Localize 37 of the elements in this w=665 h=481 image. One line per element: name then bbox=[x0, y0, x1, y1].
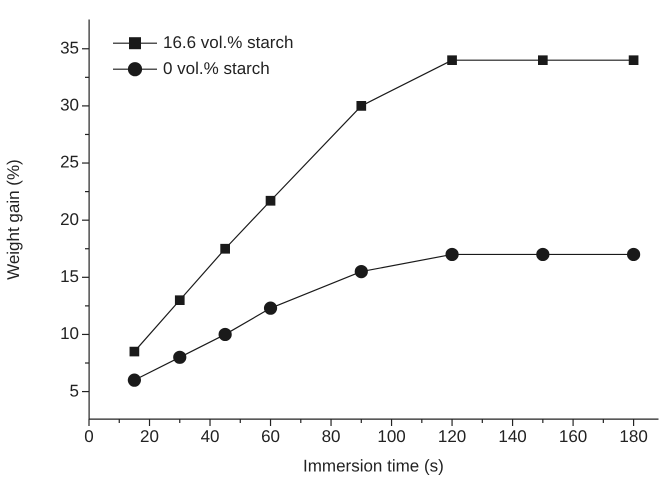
point bbox=[356, 101, 366, 111]
x-tick-label: 140 bbox=[498, 426, 527, 446]
x-tick-label: 20 bbox=[140, 426, 159, 446]
point bbox=[218, 328, 232, 342]
y-tick-label: 35 bbox=[60, 38, 79, 58]
y-tick-label: 15 bbox=[60, 266, 79, 286]
x-tick-label: 120 bbox=[438, 426, 466, 446]
x-tick-label: 60 bbox=[261, 426, 280, 446]
x-tick-label: 160 bbox=[558, 426, 588, 446]
point bbox=[626, 248, 640, 262]
x-tick-label: 180 bbox=[619, 426, 648, 446]
point bbox=[128, 374, 141, 387]
point bbox=[354, 264, 368, 278]
x-tick-label: 100 bbox=[377, 426, 406, 446]
y-axis-title: Weight gain (%) bbox=[4, 159, 23, 280]
y-tick-label: 5 bbox=[70, 381, 79, 400]
point bbox=[130, 346, 140, 356]
y-tick-label: 20 bbox=[60, 210, 79, 229]
x-tick-label: 80 bbox=[322, 426, 341, 446]
point bbox=[538, 55, 548, 66]
point bbox=[628, 55, 638, 66]
y-tick-label: 10 bbox=[60, 324, 79, 344]
point bbox=[173, 350, 186, 364]
point bbox=[174, 295, 185, 305]
point bbox=[220, 244, 230, 254]
point bbox=[447, 55, 457, 66]
y-tick-label: 25 bbox=[60, 152, 79, 172]
y-tick-label: 30 bbox=[60, 96, 79, 115]
x-tick-label: 40 bbox=[200, 426, 220, 446]
legend-label: 0 vol.% starch bbox=[163, 58, 270, 78]
point bbox=[445, 248, 459, 262]
x-axis-title: Immersion time (s) bbox=[303, 456, 444, 476]
point bbox=[264, 302, 278, 315]
x-tick-label: 0 bbox=[84, 426, 94, 446]
point bbox=[266, 196, 276, 206]
point bbox=[536, 248, 550, 262]
legend-label: 16.6 vol.% starch bbox=[163, 32, 294, 52]
